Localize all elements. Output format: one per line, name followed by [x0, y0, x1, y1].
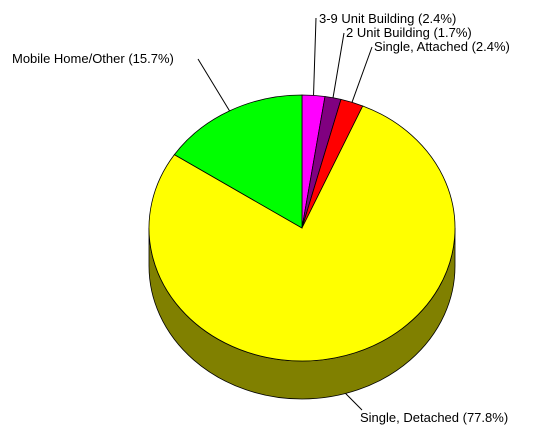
- pie-top-layer: [148, 94, 456, 362]
- slice-label-3-9-unit: 3-9 Unit Building (2.4%): [319, 11, 456, 26]
- slice-label-single-attached: Single, Attached (2.4%): [374, 39, 510, 54]
- leader-line-mobile-home-other: [197, 58, 230, 112]
- leader-line-2-unit-building: [332, 32, 345, 98]
- slice-single-detached: [148, 105, 456, 362]
- leader-line-3-9-unit-building: [313, 17, 317, 96]
- slice-label-2-unit: 2 Unit Building (1.7%): [346, 25, 472, 40]
- slice-mobile-home-other: [173, 94, 303, 229]
- slice-label-mobile-home: Mobile Home/Other (15.7%): [12, 51, 174, 66]
- leader-line-single-attached: [351, 46, 373, 103]
- leader-line-single-detached: [345, 393, 363, 411]
- slice-label-single-detached: Single, Detached (77.8%): [360, 410, 508, 425]
- leader-lines: [197, 17, 373, 411]
- slice-labels: 3-9 Unit Building (2.4%) 2 Unit Building…: [12, 11, 510, 425]
